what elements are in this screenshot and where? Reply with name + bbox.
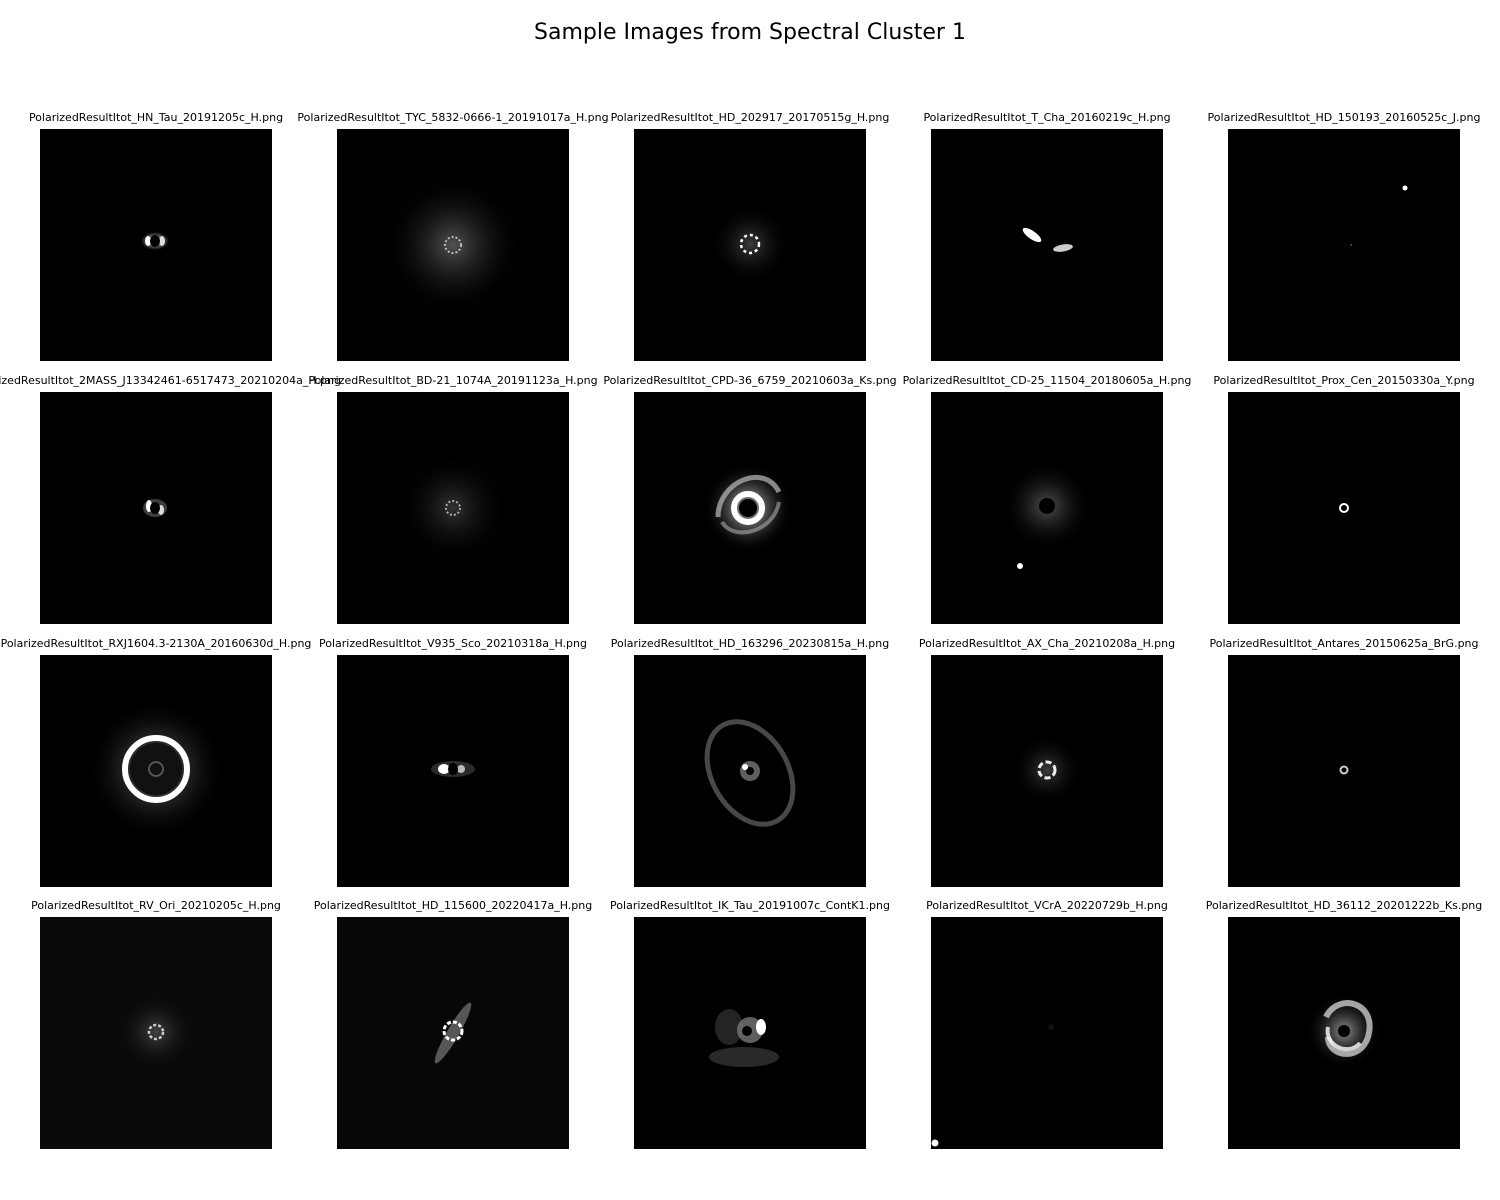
panel-caption: PolarizedResultItot_HD_202917_20170515g_… <box>610 111 890 124</box>
panel-caption: PolarizedResultItot_VCrA_20220729b_H.png <box>926 899 1168 912</box>
clumpy-halo-image <box>634 917 866 1149</box>
panel-caption: PolarizedResultItot_TYC_5832-0666-1_2019… <box>297 111 609 124</box>
panel-caption: PolarizedResultItot_RV_Ori_20210205c_H.p… <box>31 899 281 912</box>
small-ring-image <box>1228 655 1460 887</box>
panel-caption: PolarizedResultItot_AX_Cha_20210208a_H.p… <box>918 637 1176 650</box>
panel-caption: PolarizedResultItot_V935_Sco_20210318a_H… <box>319 637 587 650</box>
central-dark-core-image <box>40 392 272 624</box>
panel-caption: PolarizedResultItot_HD_163296_20230815a_… <box>610 637 890 650</box>
panel-caption: PolarizedResultItot_CPD-36_6759_20210603… <box>603 374 897 387</box>
spiral-disk-image <box>634 392 866 624</box>
panel-caption: PolarizedResultItot_T_Cha_20160219c_H.pn… <box>923 111 1171 124</box>
panel-caption: PolarizedResultItot_BD-21_1074A_20191123… <box>308 374 598 387</box>
panel-caption: PolarizedResultItot_HD_36112_20201222b_K… <box>1205 899 1483 912</box>
panel-caption: PolarizedResultItot_CD-25_11504_20180605… <box>902 374 1192 387</box>
figure-title: Sample Images from Spectral Cluster 1 <box>534 20 966 45</box>
faint-speckle-halo-image <box>337 392 569 624</box>
panel-caption: PolarizedResultItot_IK_Tau_20191007c_Con… <box>610 899 890 912</box>
central-dark-core-image <box>40 129 272 361</box>
panel-caption: PolarizedResultItot_HD_150193_20160525c_… <box>1207 111 1481 124</box>
faint-speckle-halo-image <box>40 917 272 1149</box>
speckle-ring-image <box>634 129 866 361</box>
dark-field-image <box>931 917 1163 1149</box>
small-ring-image <box>1228 392 1460 624</box>
panel-caption: PolarizedResultItot_Prox_Cen_20150330a_Y… <box>1213 374 1475 387</box>
edge-on-disk-image <box>931 129 1163 361</box>
panel-caption: PolarizedResultItot_HN_Tau_20191205c_H.p… <box>28 111 284 124</box>
panel-caption: PolarizedResultItot_Antares_20150625a_Br… <box>1209 637 1479 650</box>
central-dark-core-image <box>337 655 569 887</box>
spiral-disk-image <box>1228 917 1460 1149</box>
panel-caption: PolarizedResultItot_HD_115600_20220417a_… <box>313 899 593 912</box>
edge-on-disk-image <box>337 917 569 1149</box>
elliptical-ring-disk-image <box>634 655 866 887</box>
halo-with-companion-image <box>931 392 1163 624</box>
point-source-image <box>1228 129 1460 361</box>
bright-ring-disk-image <box>40 655 272 887</box>
panel-caption: PolarizedResultItot_2MASS_J13342461-6517… <box>0 374 341 387</box>
panel-caption: PolarizedResultItot_RXJ1604.3-2130A_2016… <box>0 637 312 650</box>
faint-speckle-halo-image <box>337 129 569 361</box>
speckle-ring-image <box>931 655 1163 887</box>
